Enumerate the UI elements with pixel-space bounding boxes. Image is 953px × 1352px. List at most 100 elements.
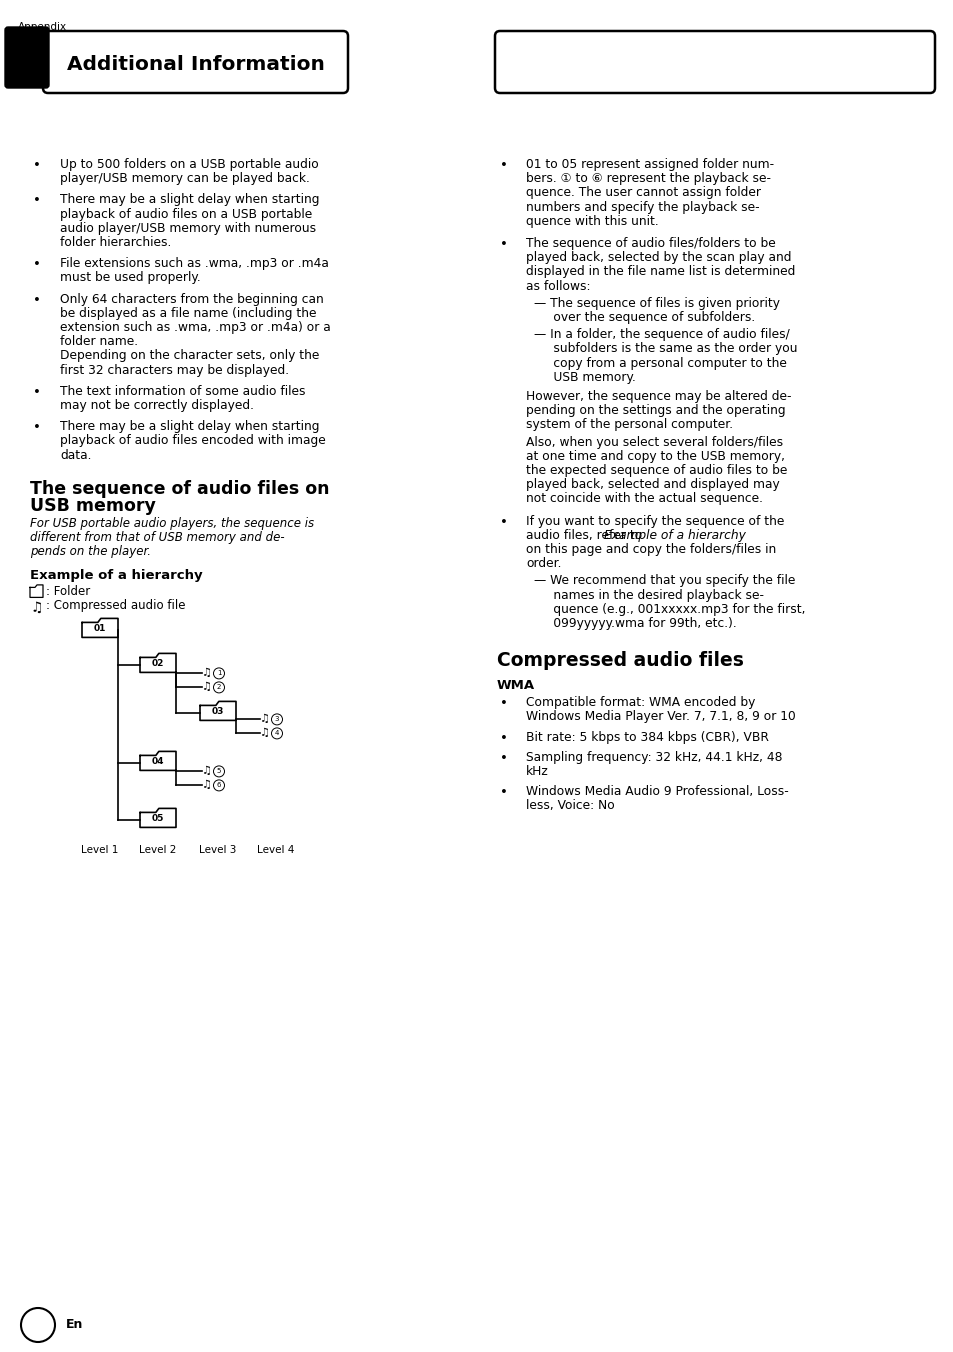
Text: •: • xyxy=(33,385,41,399)
Text: •: • xyxy=(33,195,41,207)
Text: less, Voice: No: less, Voice: No xyxy=(525,799,614,813)
Text: There may be a slight delay when starting: There may be a slight delay when startin… xyxy=(60,193,319,207)
Text: played back, selected and displayed may: played back, selected and displayed may xyxy=(525,479,779,491)
Text: 5: 5 xyxy=(216,768,221,775)
Circle shape xyxy=(272,714,282,725)
Text: not coincide with the actual sequence.: not coincide with the actual sequence. xyxy=(525,492,762,506)
Text: the expected sequence of audio files to be: the expected sequence of audio files to … xyxy=(525,464,786,477)
Text: •: • xyxy=(499,752,507,765)
Text: WMA: WMA xyxy=(497,679,535,692)
Text: File extensions such as .wma, .mp3 or .m4a: File extensions such as .wma, .mp3 or .m… xyxy=(60,257,329,270)
Text: data.: data. xyxy=(60,449,91,461)
Text: quence with this unit.: quence with this unit. xyxy=(525,215,659,227)
Text: Also, when you select several folders/files: Also, when you select several folders/fi… xyxy=(525,435,782,449)
Text: Level 3: Level 3 xyxy=(199,845,236,856)
Text: on this page and copy the folders/files in: on this page and copy the folders/files … xyxy=(525,544,776,556)
Text: be displayed as a file name (including the: be displayed as a file name (including t… xyxy=(60,307,316,320)
Text: 02: 02 xyxy=(152,660,164,668)
Text: Appendix: Appendix xyxy=(18,22,67,32)
Text: Compressed audio files: Compressed audio files xyxy=(497,652,743,671)
Text: USB memory: USB memory xyxy=(30,496,155,515)
Text: ♫: ♫ xyxy=(260,729,270,738)
Text: Example of a hierarchy: Example of a hierarchy xyxy=(603,529,745,542)
Text: ♫: ♫ xyxy=(202,668,212,679)
Text: player/USB memory can be played back.: player/USB memory can be played back. xyxy=(60,172,310,185)
Text: folder name.: folder name. xyxy=(60,335,138,349)
Text: — In a folder, the sequence of audio files/: — In a folder, the sequence of audio fil… xyxy=(534,329,789,341)
Text: •: • xyxy=(499,515,507,529)
Text: bers. ① to ⑥ represent the playback se-: bers. ① to ⑥ represent the playback se- xyxy=(525,172,770,185)
Text: 3: 3 xyxy=(274,717,279,722)
Text: Example of a hierarchy: Example of a hierarchy xyxy=(30,569,202,583)
Text: kHz: kHz xyxy=(525,765,548,777)
Text: Level 1: Level 1 xyxy=(81,845,118,856)
FancyBboxPatch shape xyxy=(43,31,348,93)
Text: •: • xyxy=(499,731,507,745)
Text: Windows Media Audio 9 Professional, Loss-: Windows Media Audio 9 Professional, Loss… xyxy=(525,786,788,798)
Text: The text information of some audio files: The text information of some audio files xyxy=(60,385,305,397)
Text: 6: 6 xyxy=(216,783,221,788)
Text: — The sequence of files is given priority: — The sequence of files is given priorit… xyxy=(534,297,780,310)
Text: first 32 characters may be displayed.: first 32 characters may be displayed. xyxy=(60,364,289,377)
Text: USB memory.: USB memory. xyxy=(534,370,636,384)
Text: •: • xyxy=(33,258,41,272)
Text: audio player/USB memory with numerous: audio player/USB memory with numerous xyxy=(60,222,315,235)
Text: order.: order. xyxy=(525,557,561,571)
Text: copy from a personal computer to the: copy from a personal computer to the xyxy=(534,357,786,369)
Text: folder hierarchies.: folder hierarchies. xyxy=(60,237,172,249)
Text: ♫: ♫ xyxy=(30,600,43,614)
Text: •: • xyxy=(33,293,41,307)
Text: 4: 4 xyxy=(274,730,279,737)
Circle shape xyxy=(213,681,224,694)
Text: playback of audio files on a USB portable: playback of audio files on a USB portabl… xyxy=(60,208,312,220)
Text: ♫: ♫ xyxy=(202,767,212,776)
Text: •: • xyxy=(499,160,507,172)
Text: If you want to specify the sequence of the: If you want to specify the sequence of t… xyxy=(525,515,783,527)
Text: ♫: ♫ xyxy=(202,683,212,692)
Text: 04: 04 xyxy=(152,757,164,767)
Text: numbers and specify the playback se-: numbers and specify the playback se- xyxy=(525,200,759,214)
Text: 1: 1 xyxy=(216,671,221,676)
Text: 05: 05 xyxy=(152,814,164,823)
Text: •: • xyxy=(499,238,507,251)
Text: ♫: ♫ xyxy=(202,780,212,791)
Text: Level 4: Level 4 xyxy=(257,845,294,856)
Text: extension such as .wma, .mp3 or .m4a) or a: extension such as .wma, .mp3 or .m4a) or… xyxy=(60,320,331,334)
Text: En: En xyxy=(66,1318,83,1332)
Circle shape xyxy=(272,727,282,740)
Text: However, the sequence may be altered de-: However, the sequence may be altered de- xyxy=(525,389,791,403)
Text: Windows Media Player Ver. 7, 7.1, 8, 9 or 10: Windows Media Player Ver. 7, 7.1, 8, 9 o… xyxy=(525,710,795,723)
Text: must be used properly.: must be used properly. xyxy=(60,272,200,284)
Text: Level 2: Level 2 xyxy=(139,845,176,856)
Text: as follows:: as follows: xyxy=(525,280,590,292)
Text: different from that of USB memory and de-: different from that of USB memory and de… xyxy=(30,531,284,544)
Text: 099yyyyy.wma for 99th, etc.).: 099yyyyy.wma for 99th, etc.). xyxy=(534,617,736,630)
Text: Additional Information: Additional Information xyxy=(67,54,325,73)
Text: : Folder: : Folder xyxy=(46,585,91,599)
Text: There may be a slight delay when starting: There may be a slight delay when startin… xyxy=(60,420,319,433)
Text: 2: 2 xyxy=(216,684,221,691)
Circle shape xyxy=(213,780,224,791)
Text: •: • xyxy=(499,787,507,799)
Text: pending on the settings and the operating: pending on the settings and the operatin… xyxy=(525,404,785,418)
Text: ♫: ♫ xyxy=(260,714,270,725)
Circle shape xyxy=(213,765,224,777)
Text: •: • xyxy=(33,422,41,434)
Text: 01: 01 xyxy=(93,625,106,633)
Text: Bit rate: 5 kbps to 384 kbps (CBR), VBR: Bit rate: 5 kbps to 384 kbps (CBR), VBR xyxy=(525,730,768,744)
Text: over the sequence of subfolders.: over the sequence of subfolders. xyxy=(534,311,755,324)
Text: system of the personal computer.: system of the personal computer. xyxy=(525,418,732,431)
Text: Only 64 characters from the beginning can: Only 64 characters from the beginning ca… xyxy=(60,292,323,306)
Text: Sampling frequency: 32 kHz, 44.1 kHz, 48: Sampling frequency: 32 kHz, 44.1 kHz, 48 xyxy=(525,750,781,764)
Text: displayed in the file name list is determined: displayed in the file name list is deter… xyxy=(525,265,795,279)
FancyBboxPatch shape xyxy=(495,31,934,93)
Text: 03: 03 xyxy=(212,707,224,717)
Text: quence. The user cannot assign folder: quence. The user cannot assign folder xyxy=(525,187,760,199)
Text: subfolders is the same as the order you: subfolders is the same as the order you xyxy=(534,342,797,356)
Text: •: • xyxy=(499,698,507,710)
Text: — We recommend that you specify the file: — We recommend that you specify the file xyxy=(534,575,795,587)
Text: The sequence of audio files on: The sequence of audio files on xyxy=(30,480,329,498)
Text: playback of audio files encoded with image: playback of audio files encoded with ima… xyxy=(60,434,325,448)
Text: Compatible format: WMA encoded by: Compatible format: WMA encoded by xyxy=(525,696,755,710)
Text: Up to 500 folders on a USB portable audio: Up to 500 folders on a USB portable audi… xyxy=(60,158,318,170)
